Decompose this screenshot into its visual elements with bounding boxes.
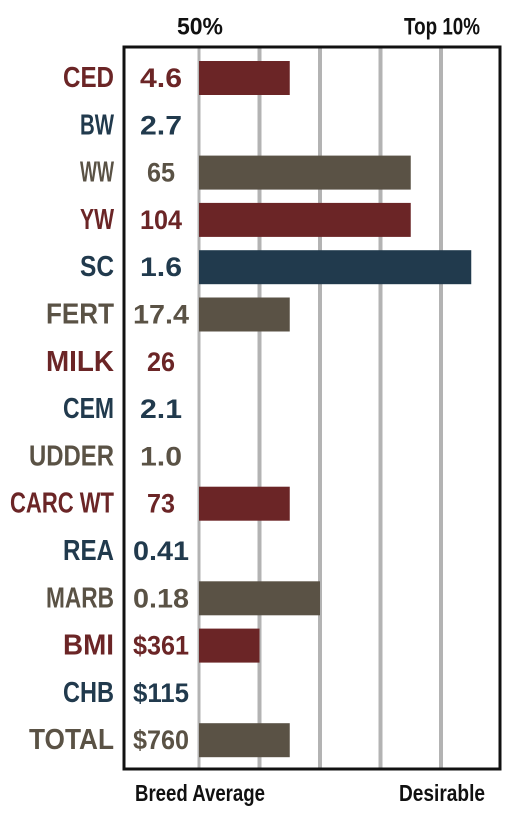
trait-label-total: TOTAL	[29, 724, 114, 756]
value-label-milk: 26	[147, 347, 175, 377]
bars	[199, 61, 472, 758]
trait-label-carc-wt: CARC WT	[10, 488, 114, 520]
trait-label-ww: WW	[80, 157, 114, 189]
bar-carc-wt	[199, 486, 290, 521]
trait-label-bw: BW	[80, 109, 114, 141]
value-label-sc: 1.6	[140, 252, 182, 282]
labels: CED 4.6 BW 2.7 WW 65 YW 104 SC 1.6 FERT 17.4 MILK 26 C…	[10, 14, 485, 807]
trait-label-bmi: BMI	[63, 630, 114, 662]
bottom-label-desirable: Desirable	[399, 780, 485, 806]
trait-label-yw: YW	[80, 204, 114, 236]
trait-label-udder: UDDER	[29, 440, 114, 472]
value-label-ww: 65	[147, 158, 175, 188]
bar-yw	[199, 202, 411, 237]
trait-label-sc: SC	[80, 251, 114, 283]
bar-ced	[199, 61, 290, 95]
value-label-chb: $115	[133, 678, 189, 708]
bar-fert	[199, 297, 290, 332]
bar-ww	[199, 155, 411, 190]
value-label-bmi: $361	[133, 631, 189, 661]
value-label-marb: 0.18	[133, 583, 189, 613]
bar-sc	[199, 250, 472, 285]
trait-label-marb: MARB	[46, 582, 114, 614]
value-label-total: $760	[133, 725, 189, 755]
value-label-carc-wt: 73	[147, 489, 175, 519]
trait-label-milk: MILK	[46, 346, 114, 378]
value-label-ced: 4.6	[140, 63, 182, 93]
top-label-50: 50%	[177, 14, 223, 41]
trait-label-ced: CED	[63, 62, 114, 94]
value-label-udder: 1.0	[140, 441, 182, 471]
top-label-top10: Top 10%	[404, 14, 480, 41]
trait-label-cem: CEM	[63, 393, 114, 425]
value-label-bw: 2.7	[140, 110, 182, 140]
value-label-fert: 17.4	[133, 300, 189, 330]
chart-frame	[122, 45, 502, 771]
bottom-label-breed-average: Breed Average	[135, 780, 265, 806]
bar-bmi	[199, 628, 260, 663]
trait-label-rea: REA	[63, 535, 114, 567]
bar-total	[199, 723, 290, 758]
value-label-cem: 2.1	[140, 394, 182, 424]
value-label-yw: 104	[140, 205, 182, 235]
bar-marb	[199, 581, 320, 616]
value-label-rea: 0.41	[133, 536, 189, 566]
trait-label-fert: FERT	[46, 299, 114, 331]
trait-label-chb: CHB	[63, 677, 114, 709]
